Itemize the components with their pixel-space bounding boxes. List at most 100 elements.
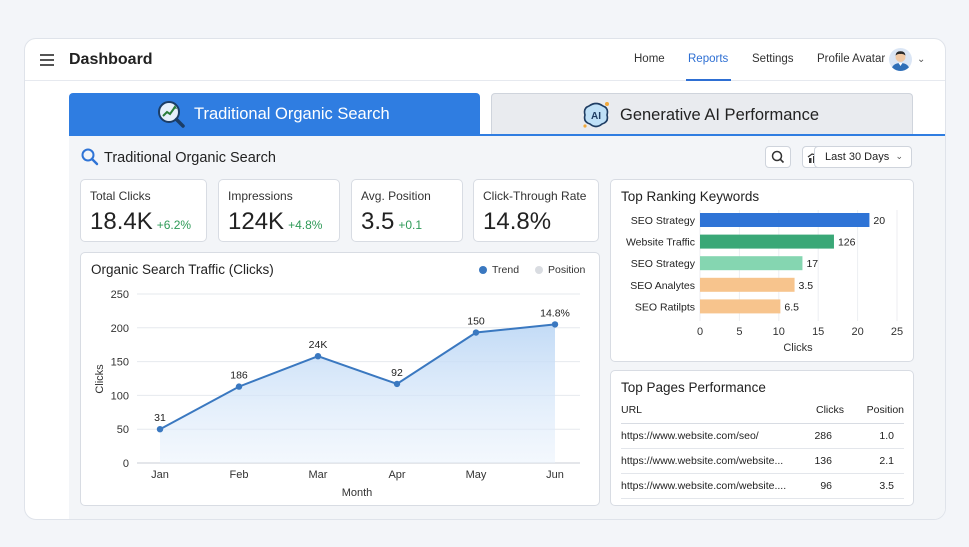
page-url[interactable]: https://www.website.com/website... (621, 448, 798, 474)
kpi-delta: +6.2% (156, 218, 192, 232)
page-url[interactable]: https://www.website.com/seo/ (621, 423, 798, 449)
kpi-card-avg-position: Avg. Position 3.5 +0.1 (351, 179, 463, 242)
page-clicks: 96 (798, 473, 844, 499)
column-header-url: URL (621, 404, 798, 424)
section-title: Traditional Organic Search (104, 150, 276, 166)
x-tick-label: Apr (388, 469, 405, 481)
nav-settings[interactable]: Settings (752, 53, 794, 65)
column-header-position: Position (844, 404, 904, 424)
bar (700, 299, 781, 314)
profile-label[interactable]: Profile Avatar (817, 53, 886, 65)
kpi-value-row: 124K +4.8% (228, 208, 322, 236)
data-point (393, 380, 401, 388)
trend-line (159, 323, 556, 431)
x-tick-label: 10 (773, 326, 785, 338)
category-label: Website Traffic (626, 237, 695, 249)
x-tick-label: Jan (151, 469, 169, 481)
kpi-value: 124K (228, 208, 285, 235)
table-row[interactable]: https://www.website.com/website.... 96 3… (621, 473, 904, 499)
x-tick-label: Jun (546, 469, 564, 481)
ai-brain-icon: AI (583, 102, 609, 128)
kpi-value: 14.8% (483, 208, 552, 235)
page-clicks: 136 (798, 448, 844, 474)
card-title: Organic Search Traffic (Clicks) (91, 262, 274, 277)
line-chart: 0 50 100 150 200 250 Jan Feb Mar Apr May Jun Month Cl… (94, 289, 580, 499)
avatar[interactable] (889, 48, 912, 71)
kpi-card-impressions: Impressions 124K +4.8% (218, 179, 340, 242)
category-label: SEO Strategy (631, 215, 696, 227)
top-pages-table: URL Clicks Position https://www.website.… (621, 404, 904, 499)
legend-dot (535, 266, 543, 274)
kpi-label: Total Clicks (90, 189, 151, 203)
x-tick-label: Feb (230, 469, 249, 481)
date-range-value: Last 30 Days (825, 151, 890, 163)
search-button[interactable] (765, 146, 791, 168)
kpi-label: Click-Through Rate (483, 189, 587, 203)
menu-icon[interactable] (40, 54, 54, 66)
data-label: 24K (309, 339, 328, 351)
nav-reports[interactable]: Reports (688, 53, 729, 65)
kpi-value: 18.4K (90, 208, 153, 235)
tab-label: Traditional Organic Search (194, 105, 390, 123)
x-tick-label: 5 (736, 326, 742, 338)
x-tick-label: Mar (309, 469, 328, 481)
data-point (551, 321, 559, 328)
page-position: 2.1 (844, 448, 904, 474)
tab-content-panel: Traditional Organic Search Last 30 Days … (69, 136, 945, 519)
bar (700, 213, 870, 227)
category-label: SEO Analytes (630, 280, 695, 292)
table-header-row: URL Clicks Position (621, 404, 904, 424)
y-tick-label: 0 (123, 458, 129, 470)
bar (700, 234, 834, 249)
data-label: 3.5 (799, 280, 814, 292)
kpi-value-row: 18.4K +6.2% (90, 208, 191, 236)
column-header-clicks: Clicks (798, 404, 844, 424)
kpi-card-total-clicks: Total Clicks 18.4K +6.2% (80, 179, 207, 242)
page-position: 1.0 (844, 423, 904, 449)
legend-trend[interactable]: Trend (479, 264, 519, 276)
category-label: SEO Strategy (631, 258, 696, 270)
kpi-card-ctr: Click-Through Rate 14.8% (473, 179, 599, 242)
table-row[interactable]: https://www.website.com/website... 136 2… (621, 448, 904, 474)
y-tick-label: 100 (111, 390, 129, 402)
chevron-down-icon: ⌄ (895, 151, 903, 161)
bar-chart: 0 5 10 15 20 25 SEO Strategy 20 Website Traffic 1… (626, 210, 903, 354)
nav-home[interactable]: Home (634, 53, 665, 65)
data-point (314, 352, 322, 360)
tab-generative-ai-performance[interactable]: AI Generative AI Performance (491, 93, 913, 135)
card-title: Top Pages Performance (621, 380, 766, 395)
kpi-value-row: 14.8% (483, 208, 555, 236)
data-label: 20 (873, 215, 885, 227)
x-tick-label: 20 (851, 326, 863, 338)
card-title: Top Ranking Keywords (621, 189, 760, 204)
x-axis-title: Clicks (783, 342, 813, 354)
kpi-value: 3.5 (361, 208, 395, 235)
data-label: 126 (838, 237, 856, 249)
data-label: 92 (391, 367, 403, 379)
table-row[interactable]: https://www.website.com/seo/ 286 1.0 (621, 423, 904, 449)
kpi-label: Avg. Position (361, 189, 431, 203)
legend-dot (479, 266, 487, 274)
trend-area (160, 324, 555, 463)
bar (700, 256, 803, 271)
x-tick-label: May (466, 469, 487, 481)
data-point (235, 383, 243, 390)
chevron-down-icon[interactable]: ⌄ (917, 54, 926, 65)
tab-underline (69, 134, 945, 136)
search-icon (771, 150, 785, 164)
kpi-label: Impressions (228, 189, 293, 203)
y-tick-label: 200 (111, 323, 129, 335)
date-range-select[interactable]: Last 30 Days ⌄ (814, 146, 912, 168)
kpi-delta: +0.1 (398, 218, 423, 232)
top-pages-card: Top Pages Performance URL Clicks Positio… (610, 370, 914, 506)
magnifier-chart-icon (158, 101, 185, 128)
data-label: 17 (806, 258, 818, 270)
x-axis-title: Month (342, 487, 373, 499)
legend-label: Trend (492, 264, 520, 276)
tab-label: Generative AI Performance (620, 106, 820, 124)
data-label: 150 (467, 316, 485, 328)
svg-text:AI: AI (591, 111, 601, 122)
legend-position[interactable]: Position (535, 264, 585, 276)
tab-traditional-organic-search[interactable]: Traditional Organic Search (69, 93, 480, 135)
page-url[interactable]: https://www.website.com/website.... (621, 473, 798, 499)
